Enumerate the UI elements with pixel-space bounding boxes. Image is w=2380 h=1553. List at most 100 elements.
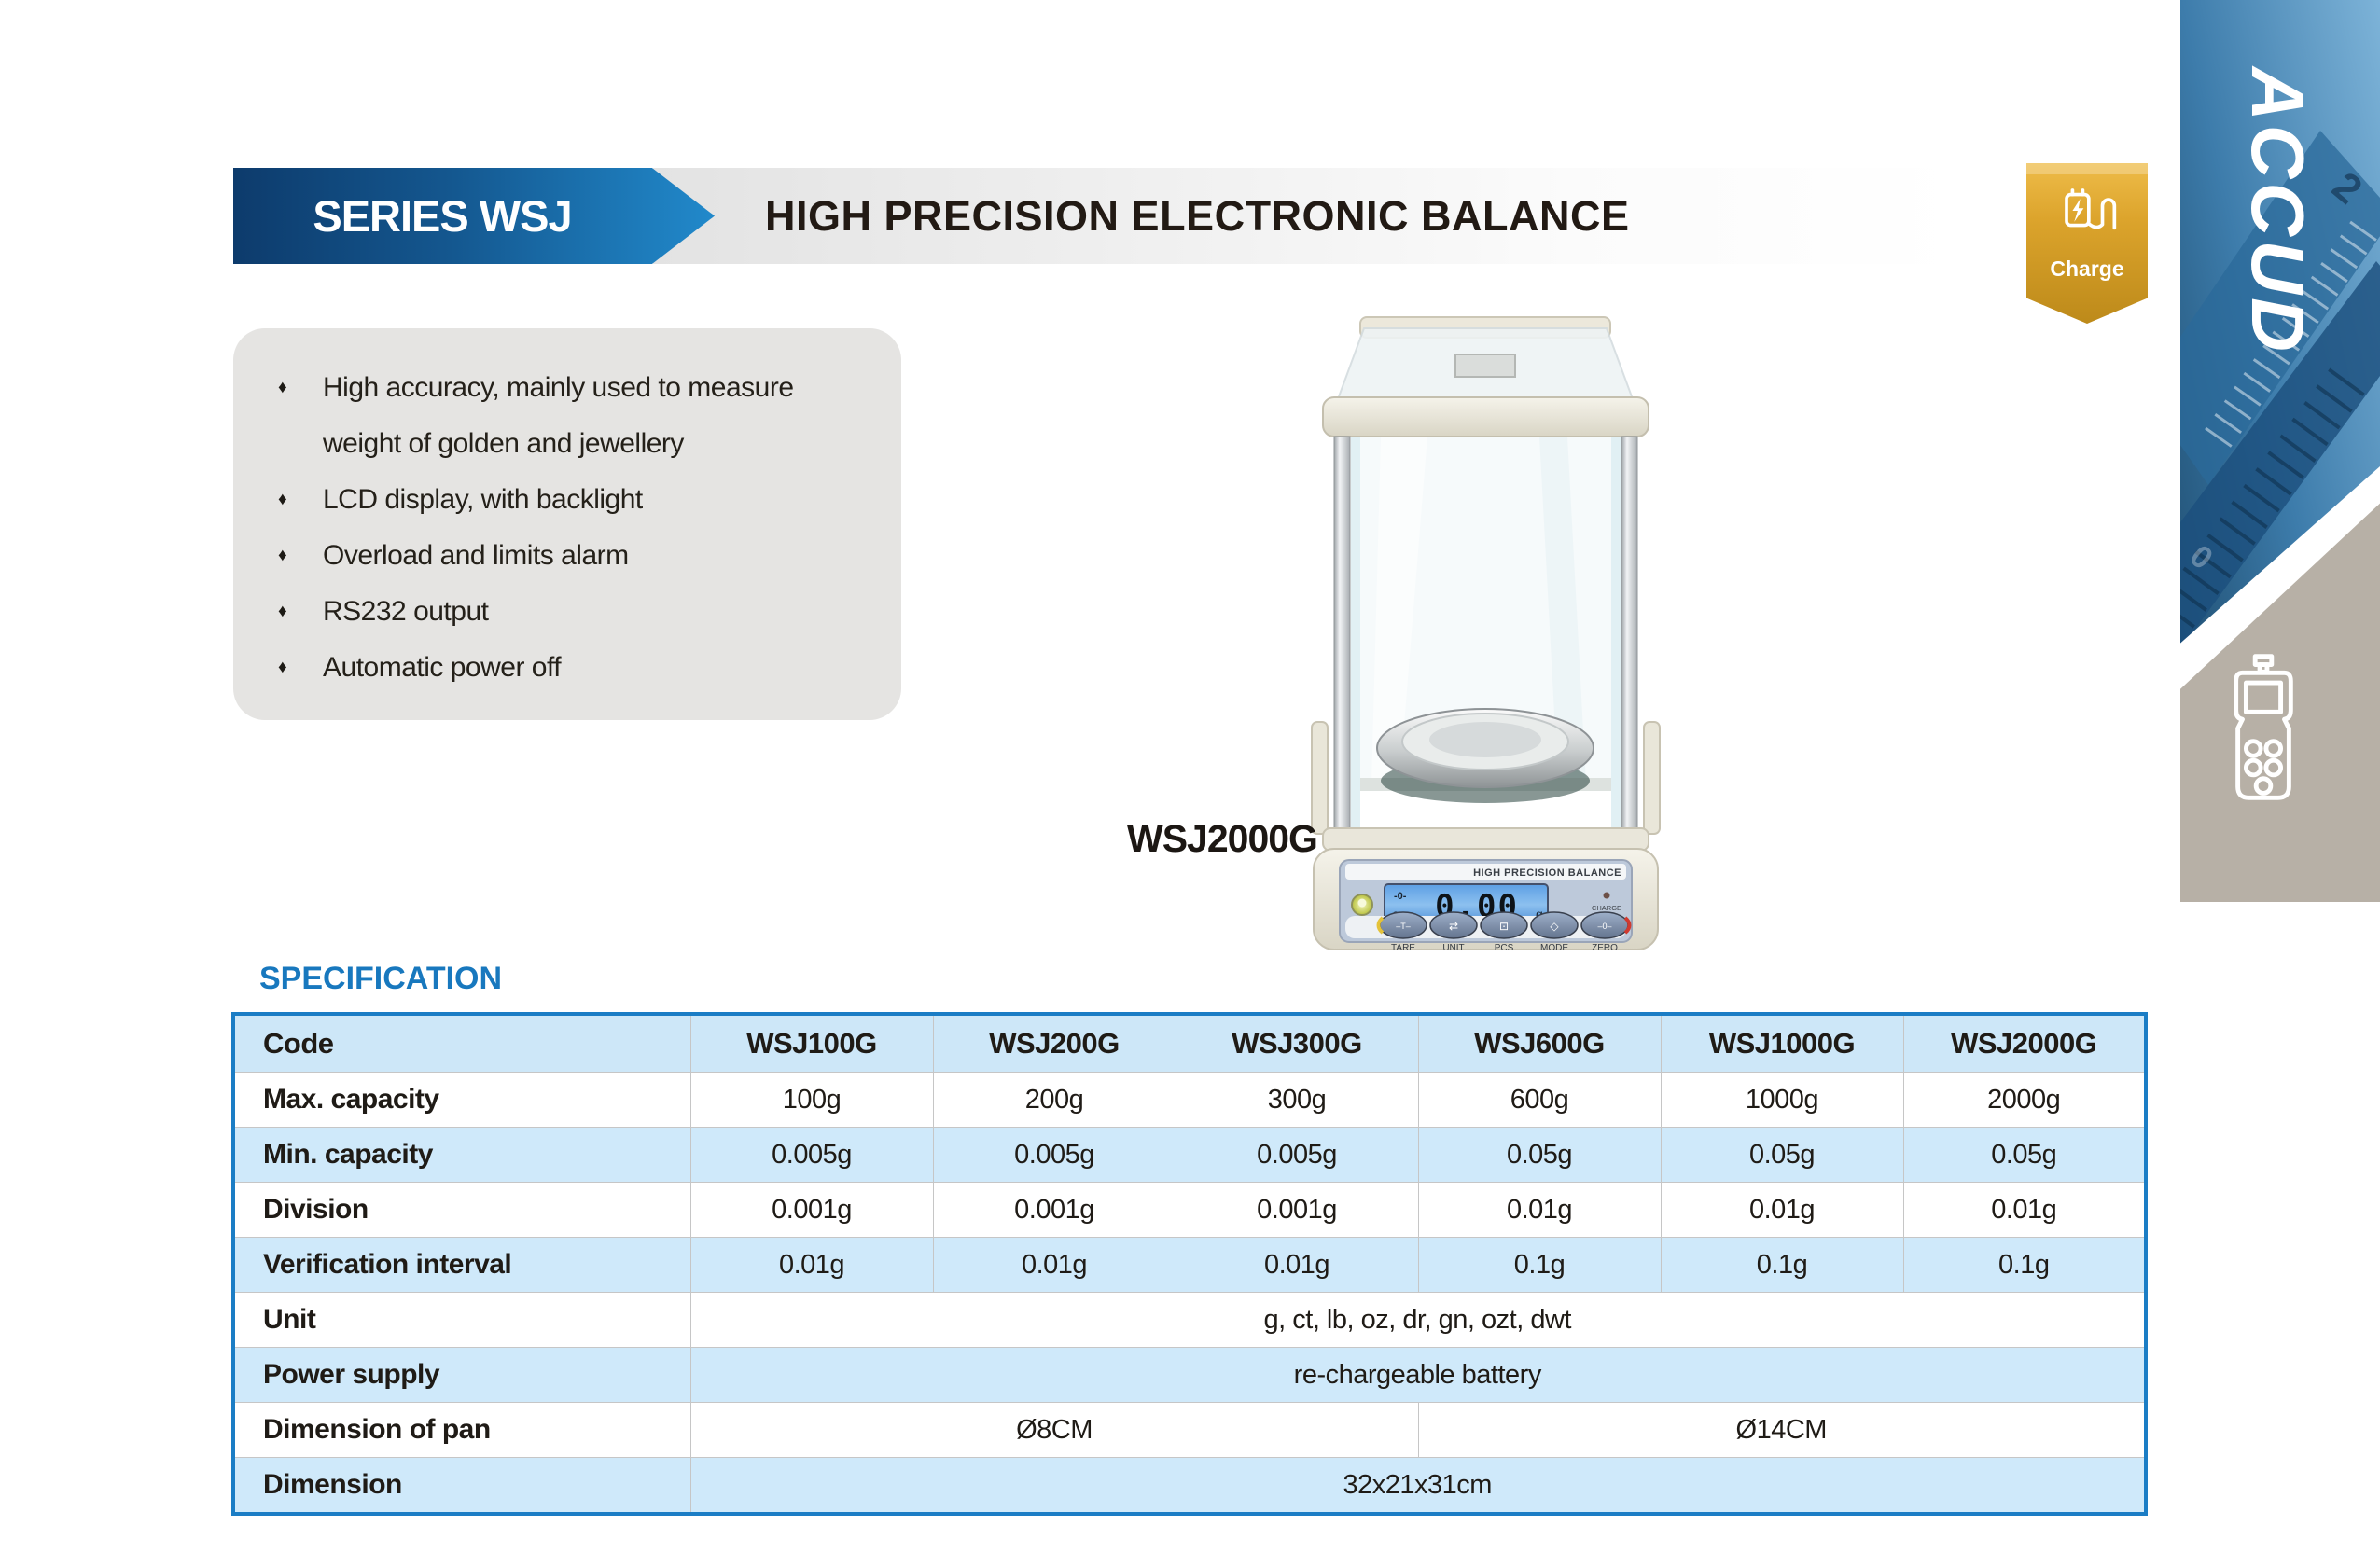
cell-value: 0.001g [932, 1182, 1176, 1238]
feature-item: ♦ LCD display, with backlight [278, 472, 901, 528]
column-header-model: WSJ100G [689, 1013, 934, 1073]
series-label: SERIES WSJ [313, 191, 572, 241]
bullet-diamond-icon: ♦ [278, 378, 287, 397]
weighing-pan [1360, 708, 1611, 803]
table-header-row: Code WSJ100G WSJ200G WSJ300G WSJ600G WSJ1000G… [232, 1013, 2147, 1073]
balance-button-pcs: ⊡ PCS [1480, 911, 1528, 953]
handheld-gauge-icon [2234, 654, 2293, 800]
svg-text:TARE: TARE [1391, 943, 1415, 953]
features-box: ♦ High accuracy, mainly used to measure w… [233, 328, 901, 720]
cell-value: 0.01g [1175, 1237, 1419, 1293]
cell-value: 0.01g [1660, 1182, 1904, 1238]
cell-value: 300g [1175, 1072, 1419, 1128]
cell-value: 600g [1417, 1072, 1662, 1128]
series-banner: SERIES WSJ [233, 168, 715, 264]
cell-value: 0.001g [1175, 1182, 1419, 1238]
balance-button-tare: –T– TARE [1376, 911, 1427, 953]
row-label: Power supply [232, 1347, 691, 1403]
cell-value: 0.05g [1660, 1127, 1904, 1183]
charge-indicator-label: CHARGE [1592, 904, 1621, 912]
row-label: Unit [232, 1292, 691, 1348]
feature-list: ♦ High accuracy, mainly used to measure w… [278, 360, 901, 696]
cell-value: Ø14CM [1417, 1402, 2147, 1458]
spec-table: Code WSJ100G WSJ200G WSJ300G WSJ600G WSJ1000G… [231, 1012, 2148, 1516]
svg-text:PCS: PCS [1495, 943, 1514, 953]
battery-charge-icon [2065, 188, 2117, 230]
feature-item: ♦ RS232 output [278, 584, 901, 640]
bullet-diamond-icon: ♦ [278, 546, 287, 565]
table-row: Division 0.001g 0.001g 0.001g 0.01g 0.01g 0.01… [232, 1182, 2147, 1238]
brand-logo: ACCUD [2236, 67, 2319, 355]
cell-value: 0.1g [1660, 1237, 1904, 1293]
cell-value: 0.05g [1417, 1127, 1662, 1183]
table-row: Unit g, ct, lb, oz, dr, gn, ozt, dwt [232, 1292, 2147, 1348]
table-row: Min. capacity 0.005g 0.005g 0.005g 0.05g 0.05… [232, 1127, 2147, 1183]
row-label: Min. capacity [232, 1127, 691, 1183]
row-label: Dimension [232, 1457, 691, 1515]
row-label: Max. capacity [232, 1072, 691, 1128]
model-label: WSJ2000G [1127, 817, 1318, 860]
svg-text:MODE: MODE [1540, 943, 1568, 953]
cell-value: re-chargeable battery [689, 1347, 2147, 1403]
svg-text:⊡: ⊡ [1499, 920, 1509, 933]
cell-value: 0.1g [1902, 1237, 2147, 1293]
cell-value: 0.005g [1175, 1127, 1419, 1183]
column-header-model: WSJ1000G [1660, 1013, 1904, 1073]
charge-badge: Charge [2026, 163, 2148, 324]
charge-indicator-led [1603, 892, 1610, 899]
feature-item: ♦ Automatic power off [278, 640, 901, 696]
draft-shield [1311, 316, 1661, 844]
row-label: Division [232, 1182, 691, 1238]
bullet-diamond-icon: ♦ [278, 658, 287, 677]
svg-text:UNIT: UNIT [1442, 943, 1464, 953]
balance-button-zero: –0– ZERO [1580, 911, 1632, 953]
cell-value: 200g [932, 1072, 1176, 1128]
cell-value: 2000g [1902, 1072, 2147, 1128]
cell-value: g, ct, lb, oz, dr, gn, ozt, dwt [689, 1292, 2147, 1348]
feature-item: ♦ Overload and limits alarm [278, 528, 901, 584]
cell-value: 0.01g [1417, 1182, 1662, 1238]
row-label: Verification interval [232, 1237, 691, 1293]
bullet-diamond-icon: ♦ [278, 490, 287, 509]
cell-value: 100g [689, 1072, 934, 1128]
cell-value: 0.005g [689, 1127, 934, 1183]
table-row: Dimension of pan Ø8CM Ø14CM [232, 1402, 2147, 1458]
cell-value: 0.1g [1417, 1237, 1662, 1293]
cell-value: 32x21x31cm [689, 1457, 2147, 1515]
svg-text:⇄: ⇄ [1449, 920, 1458, 933]
cell-value: 0.01g [1902, 1182, 2147, 1238]
svg-text:–T–: –T– [1396, 922, 1411, 931]
svg-text:–0–: –0– [1597, 922, 1611, 931]
table-row: Verification interval 0.01g 0.01g 0.01g 0.1g… [232, 1237, 2147, 1293]
cell-value: 0.01g [932, 1237, 1176, 1293]
cell-value: 0.001g [689, 1182, 934, 1238]
balance-button-mode: ◇ MODE [1530, 911, 1579, 953]
lcd-indicator-zero: -0- [1394, 891, 1407, 902]
column-header-model: WSJ600G [1417, 1013, 1662, 1073]
cell-value: 0.01g [689, 1237, 934, 1293]
svg-text:◇: ◇ [1550, 920, 1559, 933]
cell-value: Ø8CM [689, 1402, 1419, 1458]
balance-image: HIGH PRECISION BALANCE -0- ○ 0.00 g CHAR… [1306, 312, 1665, 960]
feature-item: ♦ High accuracy, mainly used to measure w… [278, 360, 901, 472]
lcd-unit: g [1536, 907, 1543, 922]
cell-value: 0.05g [1902, 1127, 2147, 1183]
banner-background [653, 168, 1959, 264]
charge-badge-label: Charge [2050, 257, 2124, 281]
row-label: Dimension of pan [232, 1402, 691, 1458]
bullet-diamond-icon: ♦ [278, 602, 287, 621]
balance-button-unit: ⇄ UNIT [1429, 911, 1478, 953]
table-row: Dimension 32x21x31cm [232, 1457, 2147, 1515]
page-title: HIGH PRECISION ELECTRONIC BALANCE [765, 191, 1630, 240]
control-panel: HIGH PRECISION BALANCE -0- ○ 0.00 g CHAR… [1339, 859, 1633, 953]
table-row: Power supply re-chargeable battery [232, 1347, 2147, 1403]
column-header-code: Code [232, 1013, 691, 1073]
svg-text:ZERO: ZERO [1592, 943, 1618, 953]
cell-value: 0.005g [932, 1127, 1176, 1183]
column-header-model: WSJ2000G [1902, 1013, 2147, 1073]
specification-heading: SPECIFICATION [259, 961, 503, 996]
lightning-bolt-icon [2072, 199, 2084, 222]
table-row: Max. capacity 100g 200g 300g 600g 1000g 2000g [232, 1072, 2147, 1128]
lid-handle [1454, 354, 1516, 378]
